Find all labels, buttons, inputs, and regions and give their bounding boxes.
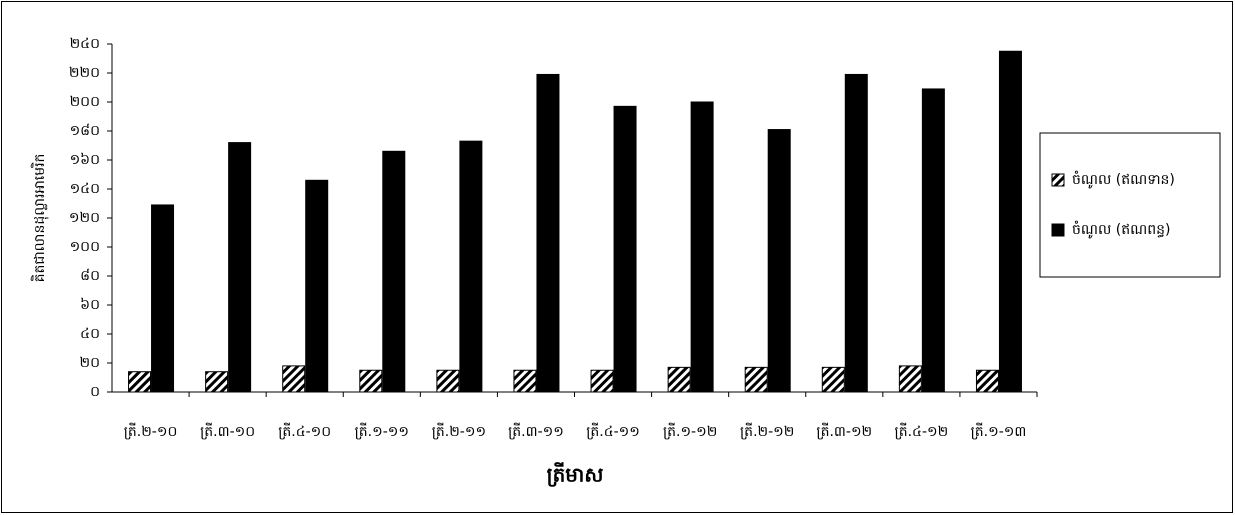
legend-label: ចំណូល (ឥណទាន): [1072, 170, 1175, 189]
x-tick-label: ត្រី.៣-១២: [816, 422, 872, 440]
x-tick-label: ត្រី.១-១១: [355, 422, 409, 440]
legend: [1039, 132, 1221, 278]
y-tick-label: ១៦០: [70, 152, 100, 168]
bar: [205, 371, 229, 393]
y-tick-label: ០: [90, 384, 100, 400]
y-tick-label: ១៨០: [70, 123, 100, 139]
bar: [436, 369, 460, 393]
bar: [128, 371, 152, 393]
y-tick-label: ៤០: [80, 326, 100, 342]
y-tick-label: ២០០: [70, 94, 100, 110]
bar: [975, 369, 999, 393]
y-axis-title: គិតជាលានដុល្លារអាមេរិក: [30, 154, 49, 283]
bar: [667, 366, 691, 393]
x-tick-label: ត្រី.៤-១០: [278, 422, 331, 440]
bar: [282, 365, 306, 393]
y-tick-label: ២២០: [69, 65, 100, 81]
y-tick-label: ៨០: [80, 268, 100, 284]
bar: [921, 88, 945, 393]
x-tick-label: ត្រី.១-១២: [663, 422, 717, 440]
bar: [998, 50, 1022, 393]
bar: [690, 101, 714, 393]
bar: [513, 369, 537, 393]
bar: [767, 129, 791, 393]
legend-marker: [1051, 223, 1065, 237]
bar: [590, 369, 614, 393]
bar: [305, 179, 329, 393]
x-tick-label: ត្រី.៤-១១: [586, 422, 640, 440]
bar: [382, 150, 406, 393]
x-tick-label: ត្រី.២-១២: [740, 422, 794, 440]
bar: [744, 366, 768, 393]
y-tick-label: ១៤០: [70, 181, 100, 197]
x-tick-label: ត្រី.៣-១០: [200, 422, 255, 440]
x-tick-label: ត្រី.១-១៣: [971, 422, 1027, 440]
x-tick-label: ត្រី.៣-១១: [508, 422, 564, 440]
bar: [898, 365, 922, 393]
y-tick-label: ២០: [79, 355, 100, 371]
x-tick-label: ត្រី.២-១០: [124, 422, 178, 440]
bar: [821, 366, 845, 393]
bar: [228, 142, 252, 393]
y-tick-label: ៦០: [80, 297, 100, 313]
bar: [151, 204, 175, 393]
y-tick-label: ២៤០: [70, 36, 100, 52]
x-tick-label: ត្រី.២-១១: [432, 422, 486, 440]
y-tick-label: ១០០: [70, 239, 100, 255]
bar: [536, 73, 560, 393]
bar: [613, 105, 637, 393]
bar: [844, 73, 868, 393]
y-tick-label: ១២០: [69, 210, 100, 226]
legend-label: ចំណូល (ឥណពន្ធ): [1072, 220, 1170, 239]
bar: [459, 140, 483, 393]
x-tick-label: ត្រី.៤-១២: [895, 422, 949, 440]
x-axis-title: ត្រីមាស: [547, 462, 604, 488]
legend-marker: [1051, 173, 1065, 187]
bar: [359, 369, 383, 393]
